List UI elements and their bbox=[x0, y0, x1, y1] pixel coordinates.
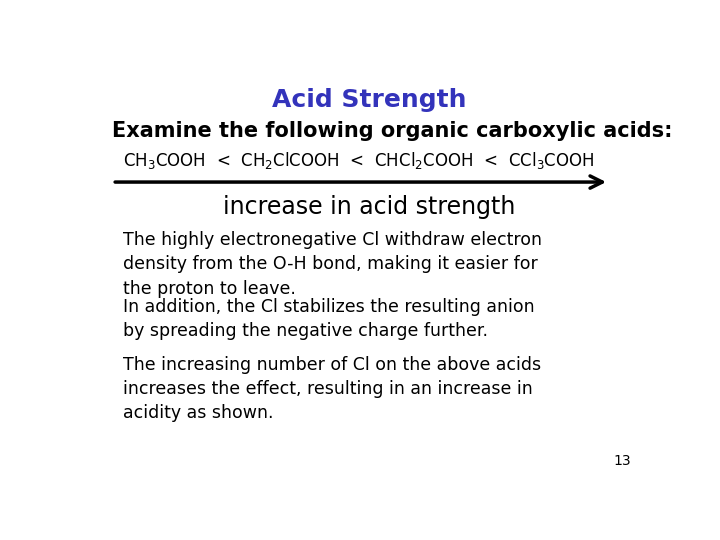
Text: Acid Strength: Acid Strength bbox=[271, 87, 467, 112]
Text: In addition, the Cl stabilizes the resulting anion
by spreading the negative cha: In addition, the Cl stabilizes the resul… bbox=[124, 298, 535, 340]
Text: The highly electronegative Cl withdraw electron
density from the O-H bond, makin: The highly electronegative Cl withdraw e… bbox=[124, 231, 542, 298]
Text: The increasing number of Cl on the above acids
increases the effect, resulting i: The increasing number of Cl on the above… bbox=[124, 356, 541, 422]
Text: Examine the following organic carboxylic acids:: Examine the following organic carboxylic… bbox=[112, 121, 672, 141]
Text: CH$_3$COOH  <  CH$_2$ClCOOH  <  CHCl$_2$COOH  <  CCl$_3$COOH: CH$_3$COOH < CH$_2$ClCOOH < CHCl$_2$COOH… bbox=[124, 150, 595, 171]
Text: increase in acid strength: increase in acid strength bbox=[222, 194, 516, 219]
Text: 13: 13 bbox=[613, 454, 631, 468]
